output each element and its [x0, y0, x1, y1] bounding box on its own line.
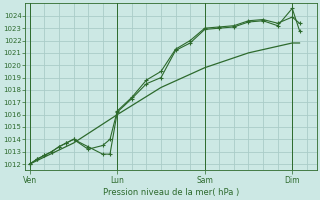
X-axis label: Pression niveau de la mer( hPa ): Pression niveau de la mer( hPa ) [103, 188, 239, 197]
